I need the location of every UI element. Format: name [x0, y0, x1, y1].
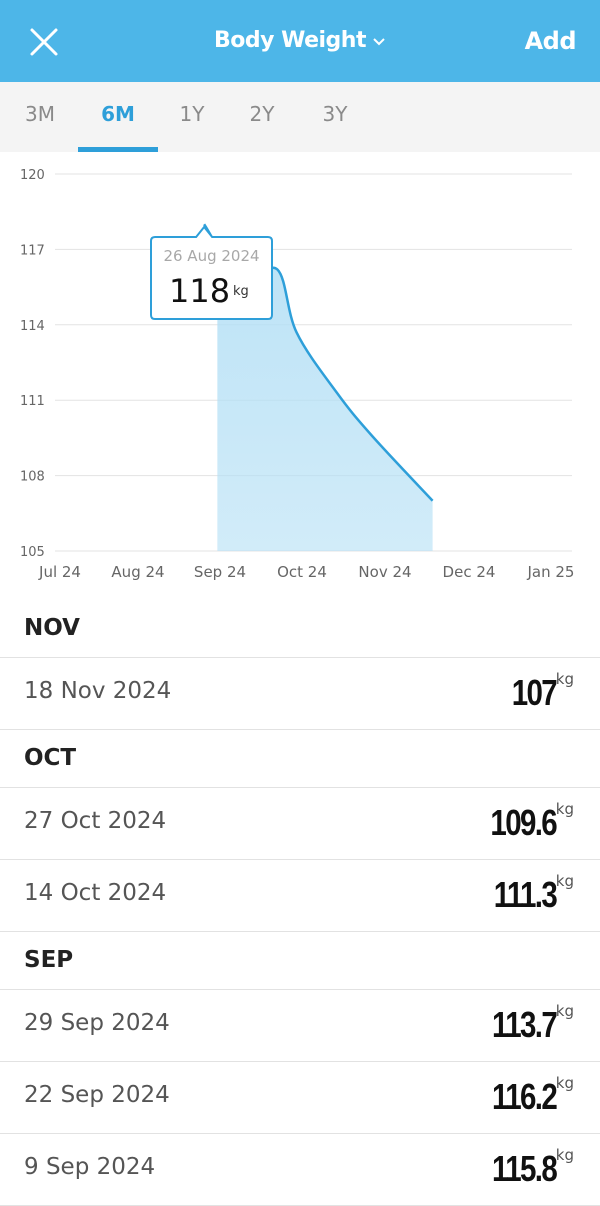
entry-unit: kg [556, 1146, 574, 1164]
range-tabs: 3M 6M 1Y 2Y 3Y [0, 82, 600, 152]
entry-date: 14 Oct 2024 [24, 880, 166, 906]
metric-selector[interactable]: Body Weight [214, 28, 386, 53]
entry-date: 27 Oct 2024 [24, 808, 166, 834]
tooltip-value: 118 [169, 272, 230, 310]
x-tick-label: Jan 25 [527, 563, 575, 581]
header-bar: Body Weight Add [0, 0, 600, 82]
y-tick-label: 114 [20, 319, 45, 334]
entry-unit: kg [556, 800, 574, 818]
chevron-down-icon [372, 36, 386, 46]
entry-unit: kg [556, 670, 574, 688]
y-tick-label: 120 [20, 168, 45, 183]
entry-unit: kg [556, 872, 574, 890]
tab-3m[interactable]: 3M [22, 102, 58, 126]
entry-date: 18 Nov 2024 [24, 678, 171, 704]
entry-unit: kg [556, 1002, 574, 1020]
tab-1y[interactable]: 1Y [178, 102, 206, 126]
entry-value: 107 [512, 672, 556, 714]
page-title: Body Weight [0, 28, 600, 53]
y-tick-label: 105 [20, 545, 45, 560]
x-tick-label: Nov 24 [358, 563, 411, 581]
tab-3y[interactable]: 3Y [320, 102, 350, 126]
month-section-heading: SEP [0, 932, 600, 990]
tab-2y[interactable]: 2Y [248, 102, 276, 126]
y-tick-label: 108 [20, 470, 45, 485]
tooltip-unit: kg [233, 284, 249, 299]
entry-value: 113.7 [492, 1004, 556, 1046]
entry-value: 115.8 [492, 1148, 556, 1190]
weight-chart[interactable]: 120 117 114 111 108 105 Jul 24 Aug 24 Sep 24 Oct … [0, 152, 600, 592]
entry-value: 116.2 [492, 1076, 556, 1118]
month-section-heading: NOV [0, 600, 600, 658]
entry-value: 109.6 [490, 802, 556, 844]
x-tick-label: Oct 24 [277, 563, 327, 581]
tooltip-date: 26 Aug 2024 [163, 247, 259, 265]
x-tick-label: Dec 24 [443, 563, 496, 581]
y-tick-label: 117 [20, 243, 45, 258]
page-title-label: Body Weight [214, 28, 366, 53]
x-tick-label: Jul 24 [38, 563, 81, 581]
y-tick-label: 111 [20, 394, 45, 409]
month-section-heading: OCT [0, 730, 600, 788]
entry-unit: kg [556, 1074, 574, 1092]
x-tick-label: Aug 24 [111, 563, 164, 581]
tab-6m[interactable]: 6M [98, 102, 138, 126]
entry-date: 9 Sep 2024 [24, 1154, 155, 1180]
add-button[interactable]: Add [525, 27, 576, 55]
entry-value: 111.3 [494, 874, 556, 916]
entry-date: 29 Sep 2024 [24, 1010, 170, 1036]
x-tick-label: Sep 24 [194, 563, 246, 581]
entry-date: 22 Sep 2024 [24, 1082, 170, 1108]
